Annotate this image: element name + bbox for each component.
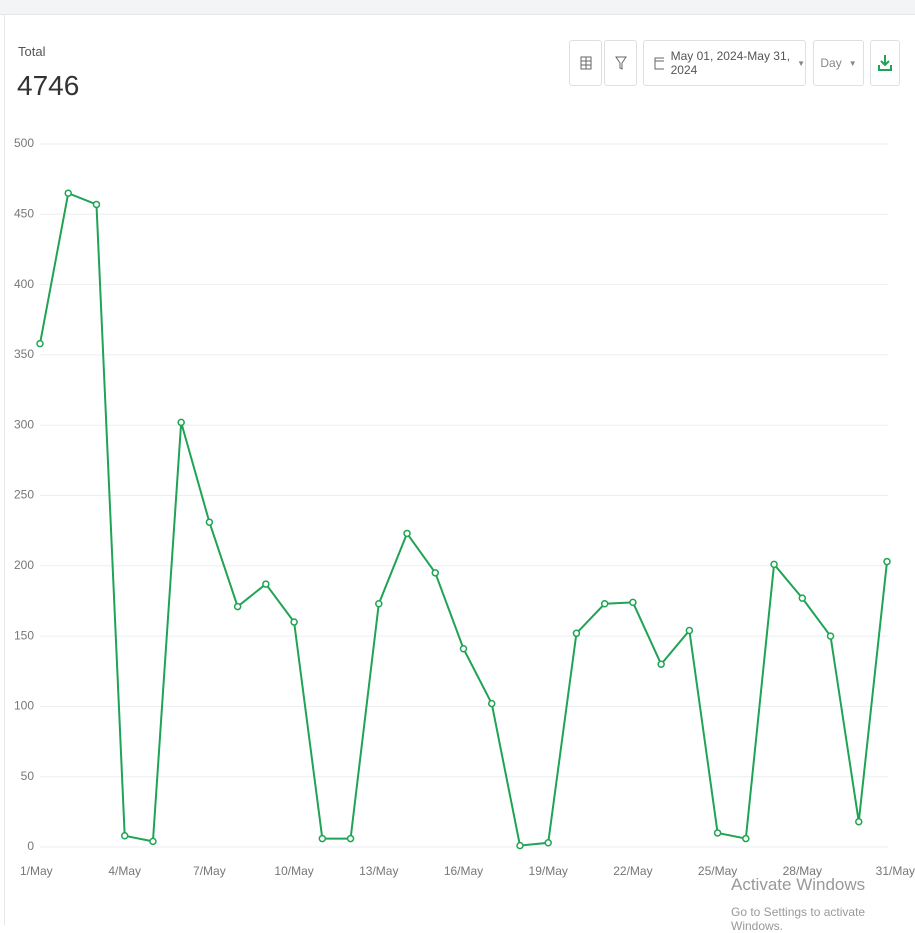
data-point — [770, 560, 778, 569]
download-icon — [878, 55, 892, 71]
table-icon — [580, 56, 591, 70]
data-point — [600, 600, 609, 608]
data-line — [39, 191, 888, 847]
data-point — [262, 580, 270, 588]
dropdown-arrow: ▼ — [848, 58, 857, 68]
y-tick-label: 400 — [14, 277, 34, 291]
data-point — [742, 834, 750, 843]
filter-icon — [614, 56, 627, 70]
y-tick-label: 0 — [27, 839, 34, 853]
card — [4, 15, 915, 925]
data-point — [855, 817, 863, 826]
watermark-subtitle: Go to Settings to activate Windows. — [731, 905, 866, 933]
data-point — [92, 200, 101, 209]
y-tick-label: 450 — [14, 206, 34, 220]
download-button[interactable] — [870, 40, 900, 86]
data-point — [685, 626, 694, 635]
data-point — [233, 602, 242, 611]
x-tick-label: 7/May — [193, 864, 226, 878]
data-point — [516, 841, 524, 850]
calendar-icon — [654, 57, 664, 70]
data-point — [205, 518, 214, 526]
x-tick-label: 25/May — [698, 864, 737, 878]
data-point — [798, 594, 807, 602]
granularity-text: Day — [820, 56, 842, 70]
x-tick-label: 1/May — [20, 864, 53, 878]
watermark-title: Activate Windows — [731, 875, 866, 894]
top-bar — [0, 0, 915, 15]
x-tick-label: 28/May — [783, 864, 822, 878]
y-tick-label: 100 — [14, 699, 34, 713]
y-tick-label: 500 — [14, 136, 34, 150]
data-point — [177, 418, 185, 427]
data-point — [403, 529, 411, 538]
data-point — [64, 189, 72, 197]
x-tick-label: 16/May — [444, 864, 483, 878]
total-value: 4746 — [17, 70, 80, 101]
data-point — [346, 834, 355, 843]
data-point — [544, 839, 552, 847]
table-button[interactable] — [569, 40, 602, 86]
x-tick-label: 22/May — [613, 864, 652, 878]
filter-button[interactable] — [604, 40, 637, 86]
data-point — [826, 632, 835, 640]
y-tick-label: 200 — [14, 558, 34, 572]
y-tick-label: 300 — [14, 417, 34, 431]
data-point — [629, 598, 637, 607]
x-tick-label: 13/May — [359, 864, 398, 878]
y-tick-label: 250 — [14, 488, 34, 502]
x-tick-label: 10/May — [274, 864, 313, 878]
date-range-picker[interactable]: May 01, 2024-May 31, 2024 ▼ — [643, 40, 806, 86]
y-tick-label: 150 — [14, 628, 34, 642]
total-label: Total — [18, 44, 46, 59]
data-point — [459, 645, 468, 653]
x-tick-label: 31/May — [876, 864, 915, 878]
data-point — [431, 569, 440, 577]
x-tick-label: 19/May — [529, 864, 568, 878]
data-point — [375, 600, 383, 608]
data-point — [318, 834, 327, 843]
data-point — [149, 837, 157, 846]
y-tick-label: 350 — [14, 347, 34, 361]
data-point — [120, 832, 129, 840]
data-point — [36, 339, 44, 348]
data-point — [883, 557, 891, 566]
x-tick-label: 4/May — [108, 864, 141, 878]
y-tick-label: 50 — [21, 769, 35, 783]
data-point — [572, 629, 581, 638]
data-point — [290, 618, 298, 626]
data-point — [713, 829, 722, 837]
date-range-text: May 01, 2024-May 31, 2024 — [670, 49, 790, 77]
data-point — [487, 699, 496, 708]
dropdown-arrow: ▼ — [797, 58, 805, 68]
data-point — [657, 660, 665, 668]
granularity-select[interactable]: Day ▼ — [813, 40, 864, 86]
